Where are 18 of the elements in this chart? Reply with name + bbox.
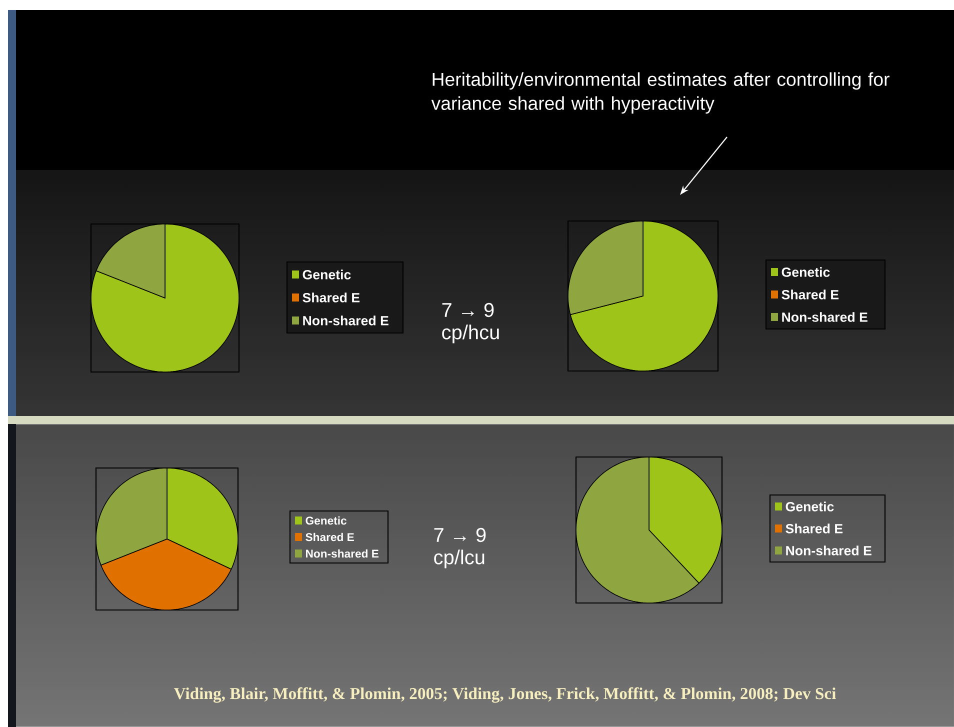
text: 7 → 9 (442, 302, 494, 318)
text: Heritability/environmental estimates after controlling for variance shared with hyperactivity (431, 72, 890, 114)
legend-label: Shared E (786, 524, 843, 534)
legend-label: Non-shared E (782, 312, 868, 322)
text: 7 → 9 (434, 528, 486, 542)
legend-label: Non-shared E (306, 549, 378, 558)
legend-label: Genetic (782, 267, 830, 277)
legend-label: Shared E (302, 292, 360, 302)
legend-label: Shared E (306, 532, 354, 542)
text: Viding, Blair, Moffitt, & Plomin, 2005; Viding, Jones, Frick, Moffitt, & Plomin, 2008; Dev Sci (174, 687, 836, 703)
legend-label: Genetic (302, 270, 351, 280)
legend-label: Non-shared E (786, 546, 872, 556)
legend-label: Genetic (786, 502, 834, 512)
text: cp/hcu (442, 324, 499, 344)
legend-label: Shared E (782, 290, 839, 300)
legend-label: Genetic (306, 516, 347, 525)
text: cp/lcu (434, 550, 484, 568)
legend-label: Non-shared E (303, 316, 388, 326)
